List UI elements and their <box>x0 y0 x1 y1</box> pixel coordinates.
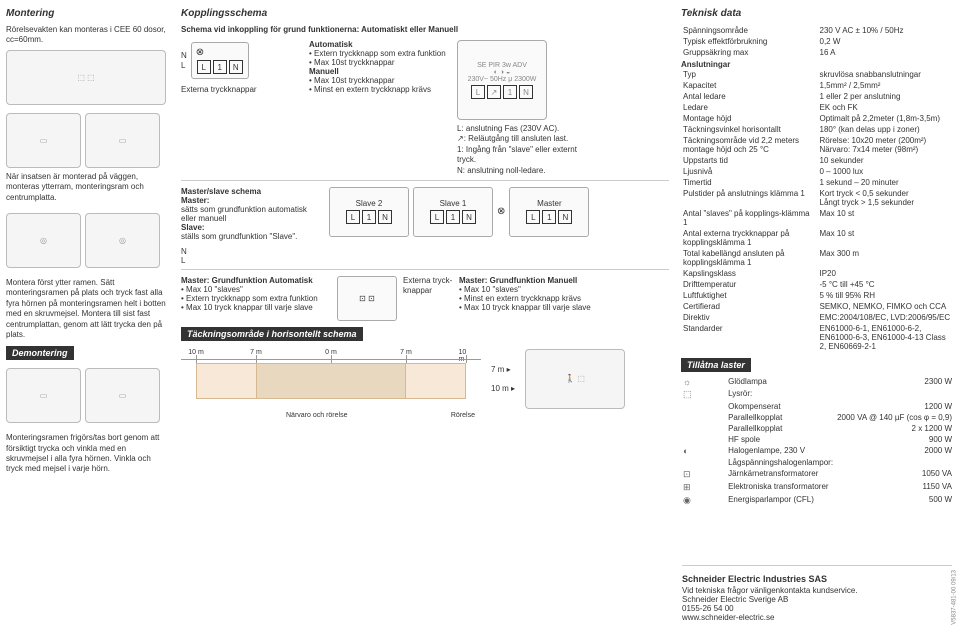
slave2-box: Slave 2 L1N <box>329 187 409 237</box>
gm-b1: Max 10 "slaves" <box>459 285 609 294</box>
fig-plate1: ◎ <box>6 213 81 268</box>
n-label: N <box>181 51 187 60</box>
footer-l2: Schneider Electric Sverige AB <box>682 595 952 604</box>
techdata-table-1: Spänningsområde230 V AC ± 10% / 50HzTypi… <box>681 25 954 58</box>
conn-l: L: anslutning Fas (230V AC). <box>457 124 577 134</box>
term-l: L <box>197 60 211 74</box>
ga-b3: Max 10 tryck knappar till varje slave <box>181 303 331 312</box>
cov-motion: Rörelse <box>451 412 475 419</box>
doc-code: V5837-481-00 09/13 <box>952 570 958 625</box>
wiring-column: Kopplingsschema Schema vid inkoppling fö… <box>175 0 675 630</box>
wiring-sub: Schema vid inkoppling för grund funktion… <box>181 25 669 34</box>
device-label: SE PIR 3w ADV <box>468 62 537 69</box>
slave2-label: Slave 2 <box>356 199 383 208</box>
fig-plate2: ◎ <box>85 213 160 268</box>
slave1-box: Slave 1 L1N <box>413 187 493 237</box>
ga-b1: Max 10 "slaves" <box>181 285 331 294</box>
wiring-heading: Kopplingsschema <box>181 8 669 19</box>
slave1-label: Slave 1 <box>440 199 467 208</box>
mounting-text: Rörelsevakten kan monteras i CEE 60 doso… <box>6 25 169 46</box>
fig-frame2: ▭ <box>85 113 160 168</box>
gm-b2: Minst en extern tryckknapp krävs <box>459 294 609 303</box>
cov-10m: 10 m <box>491 384 509 393</box>
disassembly-text: Monteringsramen frigörs/tas bort genom a… <box>6 433 169 475</box>
master-label: Master <box>537 199 561 208</box>
coverage-side-fig: 🚶 ⬚ <box>525 349 625 409</box>
ms-slave-txt: ställs som grundfunktion "Slave". <box>181 232 321 241</box>
fig-dis1: ▭ <box>6 368 81 423</box>
loads-heading: Tillåtna laster <box>681 358 751 372</box>
mounting-caption: När insatsen är monterad på väggen, mont… <box>6 172 169 203</box>
techdata-conn-table: Typskruvlösa snabbanslutningarKapacitet1… <box>681 69 954 113</box>
mounting-heading: Montering <box>6 8 169 19</box>
techdata-column: Teknisk data Spänningsområde230 V AC ± 1… <box>675 0 960 630</box>
master-box: Master L1N <box>509 187 589 237</box>
coverage-heading: Täckningsområde i horisontellt schema <box>181 327 363 341</box>
techdata-heading: Teknisk data <box>681 8 954 19</box>
man-h: Manuell <box>309 67 339 76</box>
schema-ext-push: ⊗ L1N <box>191 42 249 79</box>
auto-b1: Extern tryckknapp som extra funktion <box>309 49 449 58</box>
techdata-table-2: Montage höjdOptimalt på 2,2meter (1,8m-3… <box>681 113 954 352</box>
conn-heading: Anslutningar <box>681 60 954 69</box>
coverage-diagram: 10 m 7 m 0 m 7 m 10 m Närvaro och rörels… <box>181 349 481 419</box>
gm-heading: Master: Grundfunktion Manuell <box>459 276 577 285</box>
footer-l4: www.schneider-electric.se <box>682 613 952 622</box>
gm-b3: Max 10 tryck knappar till varje slave <box>459 303 609 312</box>
fig-insert: ⬚ ⬚ <box>6 50 166 105</box>
man-b1: Max 10st tryckknappar <box>309 76 449 85</box>
assembly-text: Montera först ytter ramen. Sätt monterin… <box>6 278 169 340</box>
term-1: 1 <box>213 60 227 74</box>
ms-heading: Master/slave schema <box>181 187 261 196</box>
device-spec: 230V~ 50Hz μ 2300W <box>468 76 537 83</box>
ga-b2: Extern tryckknapp som extra funktion <box>181 294 331 303</box>
l-label: L <box>181 61 185 70</box>
ext-push-caption: Externa tryck-knappar <box>403 276 453 297</box>
ga-heading: Master: Grundfunktion Automatisk <box>181 276 313 285</box>
ms-master-txt: sätts som grundfunktion automatisk eller… <box>181 205 321 223</box>
cov-7m: 7 m <box>491 365 504 374</box>
fig-frame1: ▭ <box>6 113 81 168</box>
conn-n: N: anslutning noll-ledare. <box>457 166 577 176</box>
ext-push-box: ⊡ ⊡ <box>337 276 397 321</box>
footer-l3: 0155-26 54 00 <box>682 604 952 613</box>
auto-b2: Max 10st tryckknappar <box>309 58 449 67</box>
conn-arrow: ↗: Reläutgång till ansluten last. <box>457 134 577 144</box>
footer-company: Schneider Electric Industries SAS <box>682 574 952 584</box>
loads-table: ☼Glödlampa2300 W⬚Lysrör: Okompenserat120… <box>681 376 954 507</box>
ext-push-label: Externa tryckknappar <box>181 85 301 95</box>
footer: Schneider Electric Industries SAS Vid te… <box>682 565 952 622</box>
conn-1: 1: Ingång från "slave" eller externt try… <box>457 145 577 166</box>
mounting-column: Montering Rörelsevakten kan monteras i C… <box>0 0 175 630</box>
device-illustration: SE PIR 3w ADV ◐ ◑ ◒ 230V~ 50Hz μ 2300W L… <box>457 40 547 120</box>
ms-slave-lbl: Slave: <box>181 223 205 232</box>
cov-presence: Närvaro och rörelse <box>286 412 347 419</box>
disassembly-heading: Demontering <box>6 346 74 360</box>
fig-dis2: ▭ <box>85 368 160 423</box>
term-n: N <box>229 60 243 74</box>
ms-master-lbl: Master: <box>181 196 209 205</box>
auto-h: Automatisk <box>309 40 353 49</box>
footer-l1: Vid tekniska frågor vänligenkontakta kun… <box>682 586 952 595</box>
man-b2: Minst en extern tryckknapp krävs <box>309 85 449 94</box>
